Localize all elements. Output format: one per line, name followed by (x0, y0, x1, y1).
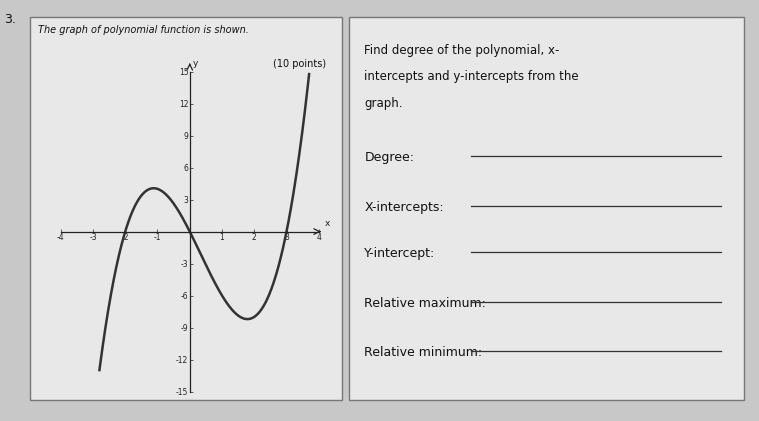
Text: (10 points): (10 points) (273, 59, 326, 69)
Text: Relative maximum:: Relative maximum: (364, 296, 487, 309)
Text: x: x (326, 219, 331, 228)
Text: 3.: 3. (4, 13, 16, 26)
Text: graph.: graph. (364, 97, 403, 110)
Text: X-intercepts:: X-intercepts: (364, 201, 444, 214)
Text: Relative minimum:: Relative minimum: (364, 346, 483, 359)
Text: Find degree of the polynomial, x-: Find degree of the polynomial, x- (364, 44, 559, 57)
Text: Degree:: Degree: (364, 151, 414, 164)
Text: Y-intercept:: Y-intercept: (364, 247, 436, 260)
Text: y: y (193, 59, 198, 68)
Text: The graph of polynomial function is shown.: The graph of polynomial function is show… (38, 25, 249, 35)
Text: intercepts and y-intercepts from the: intercepts and y-intercepts from the (364, 70, 579, 83)
